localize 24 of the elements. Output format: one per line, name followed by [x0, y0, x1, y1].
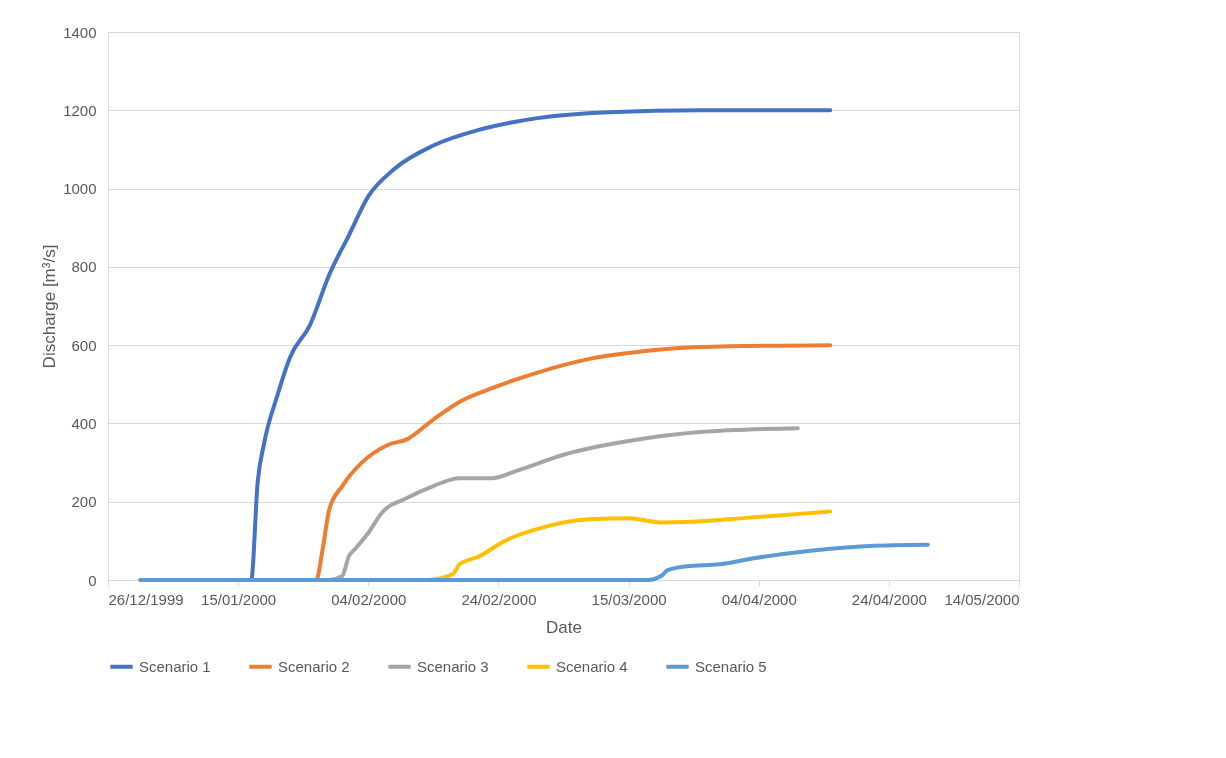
y-tick-label: 400	[71, 414, 97, 432]
y-tick-label: 1000	[63, 180, 97, 198]
legend-label: Scenario 2	[278, 657, 350, 675]
legend-label: Scenario 5	[695, 657, 767, 675]
x-tick-label: 04/04/2000	[721, 590, 797, 608]
y-tick-label: 0	[88, 571, 97, 589]
x-tick-label: 26/12/1999	[108, 590, 184, 608]
y-tick-label: 200	[71, 493, 97, 511]
x-tick-label: 14/05/2000	[944, 590, 1020, 608]
y-axis-title: Discharge [m³/s]	[40, 244, 60, 369]
x-tick-label: 24/04/2000	[851, 590, 927, 608]
y-tick-label: 800	[71, 258, 97, 276]
y-tick-label: 1200	[63, 101, 97, 119]
x-tick-label: 04/02/2000	[331, 590, 407, 608]
x-axis-title: Date	[546, 617, 582, 637]
legend-label: Scenario 3	[417, 657, 489, 675]
legend-label: Scenario 1	[139, 657, 211, 675]
y-tick-label: 1400	[63, 23, 97, 41]
x-tick-label: 15/01/2000	[201, 590, 277, 608]
line-series	[138, 542, 930, 582]
x-tick-label: 24/02/2000	[461, 590, 537, 608]
legend-label: Scenario 4	[556, 657, 628, 675]
y-tick-label: 600	[71, 336, 97, 354]
x-tick-label: 15/03/2000	[591, 590, 667, 608]
